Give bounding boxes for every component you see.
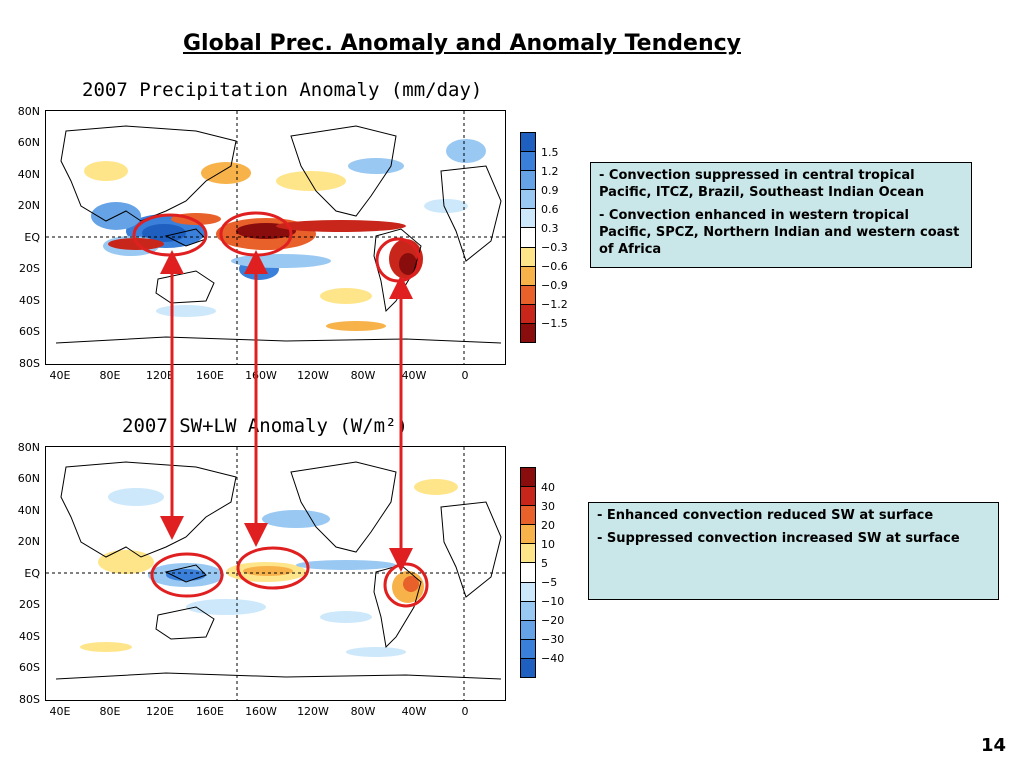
colorbar-swatch — [521, 285, 535, 305]
lat-tick-label: 60N — [17, 136, 40, 149]
radiation-map-drawing — [46, 447, 505, 700]
lat-tick-label: 80S — [19, 357, 40, 370]
colorbar-label: 40 — [541, 481, 555, 494]
radiation-colorbar — [520, 467, 536, 678]
colorbar-swatch — [521, 468, 535, 488]
colorbar-swatch — [521, 152, 535, 172]
lat-tick-label: 40N — [17, 504, 40, 517]
note-line: - Enhanced convection reduced SW at surf… — [597, 508, 934, 523]
colorbar-swatch — [521, 247, 535, 267]
colorbar-swatch — [521, 304, 535, 324]
colorbar-label: 30 — [541, 500, 555, 513]
lon-tick-label: 40E — [49, 705, 71, 718]
lat-tick-label: 60S — [19, 661, 40, 674]
colorbar-swatch — [521, 133, 535, 153]
lon-tick-label: 160W — [245, 705, 277, 718]
colorbar-swatch — [521, 601, 535, 621]
lon-tick-label: 80W — [350, 705, 376, 718]
colorbar-swatch — [521, 658, 535, 678]
lat-tick-label: 40N — [17, 168, 40, 181]
lon-tick-label: 120W — [297, 369, 329, 382]
colorbar-label: −40 — [541, 652, 565, 665]
lat-tick-label: 60S — [19, 325, 40, 338]
colorbar-label: 5 — [541, 557, 548, 570]
lat-tick-label: 20S — [19, 598, 40, 611]
colorbar-label: −0.6 — [541, 260, 568, 273]
lon-tick-label: 40W — [401, 369, 427, 382]
lon-tick-label: 120E — [146, 369, 174, 382]
lon-tick-label: 80W — [350, 369, 376, 382]
colorbar-swatch — [521, 266, 535, 286]
colorbar-label: −10 — [541, 595, 565, 608]
colorbar-swatch — [521, 171, 535, 191]
precip-note-box: - Convection suppressed in central tropi… — [590, 162, 972, 268]
colorbar-swatch — [521, 563, 535, 583]
precip-map-drawing — [46, 111, 505, 364]
lat-tick-label: 20N — [17, 535, 40, 548]
note-line: - Convection enhanced in western tropica… — [599, 208, 960, 257]
radiation-anomaly-fields — [80, 479, 458, 657]
lon-tick-label: 80E — [99, 369, 121, 382]
colorbar-label: −5 — [541, 576, 558, 589]
precip-colorbar — [520, 132, 536, 343]
colorbar-swatch — [521, 323, 535, 343]
note-line: - Convection suppressed in central tropi… — [599, 168, 925, 200]
colorbar-swatch — [521, 228, 535, 248]
precip-anomaly-map — [45, 110, 506, 365]
colorbar-label: −1.2 — [541, 298, 568, 311]
lat-tick-label: 20N — [17, 199, 40, 212]
lat-tick-label: EQ — [24, 231, 40, 244]
slide-number: 14 — [980, 735, 1006, 756]
precip-anomaly-fields — [84, 139, 486, 331]
colorbar-label: 0.6 — [541, 203, 559, 216]
lon-tick-label: 0 — [461, 705, 469, 718]
lat-tick-label: 80N — [17, 441, 40, 454]
lon-tick-label: 0 — [461, 369, 469, 382]
colorbar-label: −0.9 — [541, 279, 568, 292]
lon-tick-label: 40W — [401, 705, 427, 718]
colorbar-swatch — [521, 487, 535, 507]
colorbar-label: 20 — [541, 519, 555, 532]
radiation-map-title: 2007 SW+LW Anomaly (W/m²) — [122, 415, 408, 437]
colorbar-label: 1.5 — [541, 146, 559, 159]
lon-tick-label: 160E — [196, 705, 224, 718]
lon-tick-label: 80E — [99, 705, 121, 718]
colorbar-label: 10 — [541, 538, 555, 551]
colorbar-label: 0.9 — [541, 184, 559, 197]
lat-tick-label: 40S — [19, 294, 40, 307]
lat-tick-label: 20S — [19, 262, 40, 275]
map-reference-lines — [46, 111, 505, 364]
colorbar-label: −20 — [541, 614, 565, 627]
lat-tick-label: 80N — [17, 105, 40, 118]
lon-tick-label: 120E — [146, 705, 174, 718]
radiation-note-box: - Enhanced convection reduced SW at surf… — [588, 502, 999, 600]
colorbar-swatch — [521, 639, 535, 659]
colorbar-swatch — [521, 620, 535, 640]
lat-tick-label: 40S — [19, 630, 40, 643]
colorbar-swatch — [521, 190, 535, 210]
colorbar-swatch — [521, 506, 535, 526]
colorbar-label: 1.2 — [541, 165, 559, 178]
colorbar-label: −30 — [541, 633, 565, 646]
lat-tick-label: EQ — [24, 567, 40, 580]
lat-tick-label: 80S — [19, 693, 40, 706]
radiation-anomaly-map — [45, 446, 506, 701]
lon-tick-label: 40E — [49, 369, 71, 382]
precip-map-title: 2007 Precipitation Anomaly (mm/day) — [82, 79, 483, 101]
note-line: - Suppressed convection increased SW at … — [597, 531, 960, 546]
colorbar-swatch — [521, 582, 535, 602]
colorbar-label: −1.5 — [541, 317, 568, 330]
lon-tick-label: 160E — [196, 369, 224, 382]
lon-tick-label: 120W — [297, 705, 329, 718]
lat-tick-label: 60N — [17, 472, 40, 485]
lon-tick-label: 160W — [245, 369, 277, 382]
colorbar-label: −0.3 — [541, 241, 568, 254]
slide-title: Global Prec. Anomaly and Anomaly Tendenc… — [183, 31, 741, 56]
colorbar-swatch — [521, 525, 535, 545]
colorbar-swatch — [521, 544, 535, 564]
colorbar-label: 0.3 — [541, 222, 559, 235]
colorbar-swatch — [521, 209, 535, 229]
